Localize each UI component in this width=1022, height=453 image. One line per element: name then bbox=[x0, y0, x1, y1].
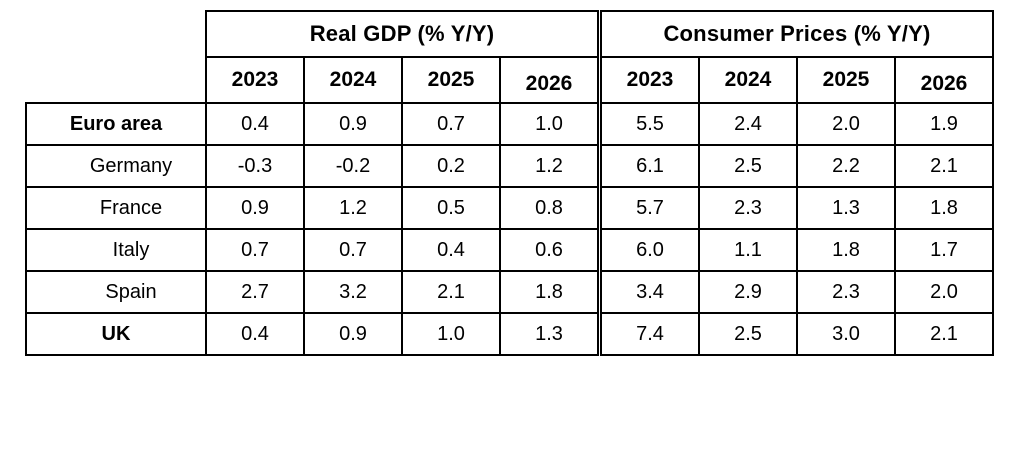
cpi-value: 1.7 bbox=[894, 228, 994, 272]
year-header-cpi: 2025 bbox=[796, 56, 896, 104]
row-label: UK bbox=[25, 312, 207, 356]
gdp-value: 0.7 bbox=[303, 228, 403, 272]
section-title-cpi: Consumer Prices (% Y/Y) bbox=[600, 10, 994, 58]
year-header-gdp: 2024 bbox=[303, 56, 403, 104]
cpi-value: 2.5 bbox=[698, 312, 798, 356]
gdp-value: -0.3 bbox=[205, 144, 305, 188]
cpi-value: 1.8 bbox=[796, 228, 896, 272]
cpi-value: 2.2 bbox=[796, 144, 896, 188]
cpi-value: 1.1 bbox=[698, 228, 798, 272]
year-header-cpi: 2026 bbox=[894, 56, 994, 104]
gdp-value: 0.9 bbox=[303, 102, 403, 146]
gdp-value: 0.7 bbox=[401, 102, 501, 146]
section-gap bbox=[598, 271, 601, 313]
section-gap bbox=[598, 145, 601, 187]
gdp-value: 0.2 bbox=[401, 144, 501, 188]
year-header-gdp: 2023 bbox=[205, 56, 305, 104]
row-label: Germany bbox=[25, 144, 207, 188]
table-row-euro-area: Euro area 0.4 0.9 0.7 1.0 5.5 2.4 2.0 1.… bbox=[25, 102, 994, 146]
gdp-value: 0.5 bbox=[401, 186, 501, 230]
corner-blank bbox=[26, 11, 206, 57]
gdp-value: 0.4 bbox=[401, 228, 501, 272]
cpi-value: 2.4 bbox=[698, 102, 798, 146]
gdp-value: 1.2 bbox=[303, 186, 403, 230]
table-row-france: France 0.9 1.2 0.5 0.8 5.7 2.3 1.3 1.8 bbox=[25, 186, 994, 230]
gdp-value: 0.9 bbox=[303, 312, 403, 356]
cpi-value: 2.0 bbox=[796, 102, 896, 146]
gdp-value: 1.3 bbox=[499, 312, 599, 356]
row-label: Spain bbox=[25, 270, 207, 314]
cpi-value: 2.1 bbox=[894, 312, 994, 356]
year-header-row: 2023 2024 2025 2026 2023 2024 2025 2026 bbox=[26, 56, 994, 104]
year-header-cpi: 2023 bbox=[600, 56, 700, 104]
gdp-value: 1.2 bbox=[499, 144, 599, 188]
year-header-gdp: 2026 bbox=[499, 56, 599, 104]
gdp-value: 1.0 bbox=[401, 312, 501, 356]
gdp-value: 3.2 bbox=[303, 270, 403, 314]
gdp-value: 0.9 bbox=[205, 186, 305, 230]
cpi-value: 5.7 bbox=[600, 186, 700, 230]
cpi-value: 1.8 bbox=[894, 186, 994, 230]
table-row-germany: Germany -0.3 -0.2 0.2 1.2 6.1 2.5 2.2 2.… bbox=[25, 144, 994, 188]
corner-blank bbox=[26, 57, 206, 103]
cpi-value: 1.3 bbox=[796, 186, 896, 230]
section-gap bbox=[598, 187, 601, 229]
row-label: Euro area bbox=[25, 102, 207, 146]
table-row-italy: Italy 0.7 0.7 0.4 0.6 6.0 1.1 1.8 1.7 bbox=[25, 228, 994, 272]
gdp-value: 0.4 bbox=[205, 102, 305, 146]
cpi-value: 2.0 bbox=[894, 270, 994, 314]
gdp-value: -0.2 bbox=[303, 144, 403, 188]
section-title-gdp: Real GDP (% Y/Y) bbox=[205, 10, 599, 58]
cpi-value: 2.3 bbox=[698, 186, 798, 230]
cpi-value: 6.1 bbox=[600, 144, 700, 188]
gdp-value: 0.8 bbox=[499, 186, 599, 230]
section-gap bbox=[598, 57, 601, 103]
cpi-value: 2.1 bbox=[894, 144, 994, 188]
gdp-value: 0.6 bbox=[499, 228, 599, 272]
cpi-value: 2.9 bbox=[698, 270, 798, 314]
gdp-value: 1.0 bbox=[499, 102, 599, 146]
cpi-value: 3.4 bbox=[600, 270, 700, 314]
cpi-value: 3.0 bbox=[796, 312, 896, 356]
row-label: Italy bbox=[25, 228, 207, 272]
year-header-gdp: 2025 bbox=[401, 56, 501, 104]
gdp-value: 1.8 bbox=[499, 270, 599, 314]
cpi-value: 2.3 bbox=[796, 270, 896, 314]
forecast-table: Real GDP (% Y/Y) Consumer Prices (% Y/Y)… bbox=[25, 10, 994, 356]
cpi-value: 7.4 bbox=[600, 312, 700, 356]
year-header-cpi: 2024 bbox=[698, 56, 798, 104]
gdp-value: 2.7 bbox=[205, 270, 305, 314]
gdp-value: 0.7 bbox=[205, 228, 305, 272]
cpi-value: 1.9 bbox=[894, 102, 994, 146]
cpi-value: 5.5 bbox=[600, 102, 700, 146]
section-gap bbox=[598, 229, 601, 271]
row-label: France bbox=[25, 186, 207, 230]
cpi-value: 2.5 bbox=[698, 144, 798, 188]
table-row-spain: Spain 2.7 3.2 2.1 1.8 3.4 2.9 2.3 2.0 bbox=[25, 270, 994, 314]
section-gap bbox=[598, 11, 601, 57]
gdp-value: 0.4 bbox=[205, 312, 305, 356]
cpi-value: 6.0 bbox=[600, 228, 700, 272]
section-gap bbox=[598, 103, 601, 145]
section-gap bbox=[598, 313, 601, 355]
gdp-value: 2.1 bbox=[401, 270, 501, 314]
section-header-row: Real GDP (% Y/Y) Consumer Prices (% Y/Y) bbox=[26, 10, 994, 58]
table-row-uk: UK 0.4 0.9 1.0 1.3 7.4 2.5 3.0 2.1 bbox=[25, 312, 994, 356]
